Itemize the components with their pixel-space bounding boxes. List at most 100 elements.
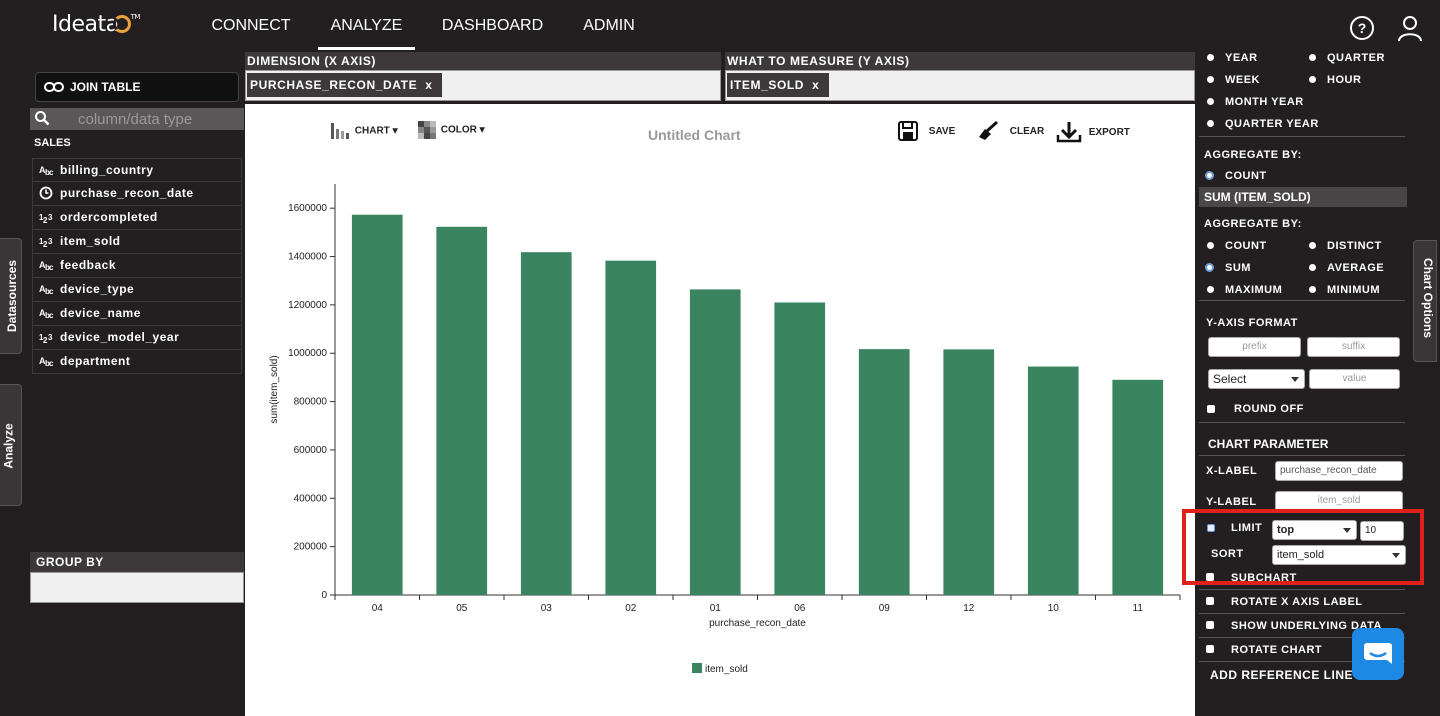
bar: [774, 302, 826, 595]
bar-chart-icon: [331, 123, 349, 139]
join-table-label: JOIN TABLE: [70, 80, 141, 94]
limit-mode-select[interactable]: top: [1272, 520, 1357, 540]
chevron-down-icon: [1343, 528, 1351, 533]
tab-analyze[interactable]: Analyze: [0, 384, 22, 506]
radio-month-year[interactable]: [1207, 98, 1214, 105]
chart-type-label: CHART: [354, 125, 390, 137]
option-year: YEAR: [1225, 52, 1258, 64]
radio-average[interactable]: [1309, 264, 1316, 271]
option-quarter-year: QUARTER YEAR: [1225, 118, 1319, 130]
join-table-button[interactable]: JOIN TABLE: [35, 72, 239, 102]
limit-checkbox[interactable]: [1207, 524, 1215, 532]
divider: [1199, 661, 1405, 662]
radio-quarter-year[interactable]: [1207, 120, 1214, 127]
field-item[interactable]: 1 2 3 device_model_year: [32, 326, 242, 350]
y-tick-label: 1200000: [288, 300, 327, 311]
dimension-dropzone[interactable]: PURCHASE_RECON_DATE x: [245, 70, 721, 101]
rotate-x-checkbox[interactable]: [1206, 597, 1214, 605]
field-item[interactable]: purchase_recon_date: [32, 182, 242, 206]
bar: [1027, 366, 1079, 595]
radio-minimum[interactable]: [1309, 286, 1316, 293]
remove-measure-icon[interactable]: x: [812, 78, 820, 92]
limit-value-input[interactable]: 10: [1360, 521, 1404, 541]
column-search-input[interactable]: [56, 108, 242, 130]
svg-text:c: c: [49, 168, 54, 177]
add-reference-line-button[interactable]: ADD REFERENCE LINE: [1210, 668, 1354, 682]
radio-week[interactable]: [1207, 76, 1214, 83]
radio-sum-selected[interactable]: [1205, 263, 1214, 272]
remove-dimension-icon[interactable]: x: [425, 78, 433, 92]
rotate-chart-checkbox[interactable]: [1206, 645, 1214, 653]
option-quarter: QUARTER: [1327, 52, 1385, 64]
value-input[interactable]: value: [1309, 369, 1400, 389]
chat-bubble-icon: [1364, 643, 1392, 664]
tab-chart-options[interactable]: Chart Options: [1413, 240, 1437, 362]
color-palette-icon: [418, 121, 436, 139]
y-tick-label: 0: [321, 590, 327, 601]
radio-count-selected[interactable]: [1205, 171, 1214, 180]
x-tick-label: 09: [879, 603, 891, 614]
help-icon[interactable]: ?: [1350, 16, 1374, 40]
bar: [436, 226, 488, 595]
broom-icon: [979, 120, 999, 140]
tab-datasources[interactable]: Datasources: [0, 238, 22, 354]
dimension-chip[interactable]: PURCHASE_RECON_DATE x: [247, 73, 443, 97]
user-profile-icon[interactable]: [1396, 14, 1424, 42]
radio-distinct[interactable]: [1309, 242, 1316, 249]
format-select[interactable]: Select: [1208, 369, 1305, 389]
nav-analyze[interactable]: ANALYZE: [318, 0, 415, 50]
x-label-input[interactable]: purchase_recon_date: [1275, 461, 1403, 481]
nav-dashboard[interactable]: DASHBOARD: [441, 17, 544, 34]
radio-quarter[interactable]: [1309, 54, 1316, 61]
nav-admin[interactable]: ADMIN: [583, 17, 635, 34]
nav-connect[interactable]: CONNECT: [211, 17, 291, 34]
group-by-dropzone[interactable]: [30, 572, 244, 603]
chart-title[interactable]: Untitled Chart: [648, 127, 741, 143]
chat-button[interactable]: [1352, 628, 1404, 680]
chevron-down-icon: ▾: [392, 125, 398, 137]
subchart-checkbox[interactable]: [1206, 573, 1214, 581]
aggregate-by-label: AGGREGATE BY:: [1204, 149, 1302, 161]
svg-text:A: A: [39, 165, 46, 175]
export-button[interactable]: EXPORT: [1056, 121, 1130, 143]
option-hour: HOUR: [1327, 74, 1362, 86]
clear-button[interactable]: CLEAR: [977, 120, 1044, 141]
option-week: WEEK: [1225, 74, 1260, 86]
radio-maximum[interactable]: [1207, 286, 1214, 293]
svg-text:b: b: [45, 287, 50, 296]
round-off-checkbox[interactable]: [1207, 405, 1215, 413]
aggregate-by-label-2: AGGREGATE BY:: [1204, 218, 1302, 230]
save-button[interactable]: SAVE: [898, 121, 955, 141]
field-item[interactable]: 1 2 3 item_sold: [32, 230, 242, 254]
measure-dropzone[interactable]: ITEM_SOLD x: [725, 70, 1195, 101]
measure-chip-label: ITEM_SOLD: [730, 78, 805, 92]
color-dropdown[interactable]: COLOR ▾: [418, 121, 485, 139]
measure-chip[interactable]: ITEM_SOLD x: [727, 73, 830, 97]
field-item[interactable]: 1 2 3 ordercompleted: [32, 206, 242, 230]
svg-text:A: A: [39, 260, 46, 270]
sort-select[interactable]: item_sold: [1272, 545, 1406, 565]
y-label-input[interactable]: item_sold: [1275, 491, 1403, 511]
ideata-logo[interactable]: Ideata TM: [52, 12, 140, 37]
radio-hour[interactable]: [1309, 76, 1316, 83]
x-tick-label: 01: [710, 603, 722, 614]
y-tick-label: 400000: [294, 493, 328, 504]
radio-count[interactable]: [1207, 242, 1214, 249]
prefix-input[interactable]: prefix: [1208, 337, 1301, 357]
divider: [1199, 613, 1405, 614]
radio-year[interactable]: [1207, 54, 1214, 61]
measure-section-header[interactable]: SUM (ITEM_SOLD): [1199, 187, 1407, 207]
bar: [520, 252, 572, 595]
suffix-input[interactable]: suffix: [1307, 337, 1400, 357]
limit-label: LIMIT: [1231, 522, 1263, 534]
show-underlying-checkbox[interactable]: [1206, 621, 1214, 629]
chart-type-dropdown[interactable]: CHART ▾: [330, 121, 398, 141]
